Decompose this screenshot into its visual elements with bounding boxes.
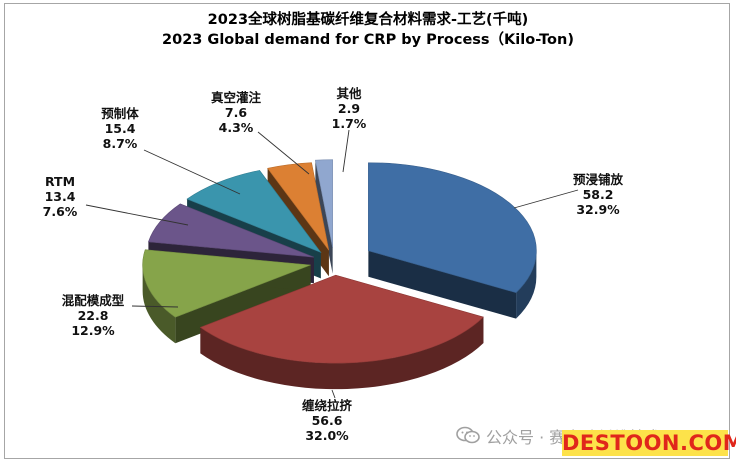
slice-0-outer-0 [516,250,537,319]
slice-0-top [368,162,537,293]
chart-title: 2023全球树脂基碳纤维复合材料需求-工艺(千吨) [207,12,529,28]
slice-label-4: 预制体 15.4 8.7% [60,106,180,151]
slice-percent-0: 32.9% [576,202,620,217]
slice-value-1: 56.6 [311,413,343,428]
slice-label-1: 缠绕拉挤 56.6 32.0% [267,398,387,443]
slice-value-4: 15.4 [104,121,136,136]
slice-name-6: 其他 [336,86,362,101]
slice-6-wall-0 [315,160,333,274]
slice-label-6: 其他 2.9 1.7% [289,86,409,131]
slice-name-0: 预浸铺放 [572,172,623,187]
slice-percent-1: 32.0% [305,428,349,443]
slice-2-outer-0 [142,265,176,344]
slice-name-4: 预制体 [101,106,139,121]
leader-line-5 [257,131,310,175]
leader-line-6 [342,129,350,173]
slice-value-3: 13.4 [44,189,76,204]
slice-value-5: 7.6 [224,105,248,120]
slice-2-top [142,249,311,318]
slice-percent-5: 4.3% [218,120,254,135]
logo-suffix: .COM [680,431,736,455]
leader-line-3 [85,204,189,226]
slice-value-0: 58.2 [582,187,614,202]
slice-name-3: RTM [44,174,76,189]
logo-main: DESTOON [562,431,681,455]
slice-value-2: 22.8 [77,308,109,323]
leader-line-1 [331,389,336,399]
slice-percent-2: 12.9% [71,323,115,338]
destoon-logo: DESTOON.COM [562,430,736,456]
leader-line-4 [143,149,241,195]
slice-label-0: 预浸铺放 58.2 32.9% [538,172,658,217]
slice-percent-4: 8.7% [102,136,138,151]
slice-4-top [186,170,322,254]
slice-5-top [267,162,330,251]
leader-line-0 [513,189,579,209]
slice-label-5: 真空灌注 7.6 4.3% [176,90,296,135]
slice-6-top [315,159,333,248]
slice-label-3: RTM 13.4 7.6% [0,174,120,219]
slice-percent-6: 1.7% [331,116,367,131]
slice-name-1: 缠绕拉挤 [301,398,352,413]
slice-name-5: 真空灌注 [210,90,261,105]
wechat-icon [456,426,480,444]
slice-percent-3: 7.6% [42,204,78,219]
chart-subtitle: 2023 Global demand for CRP by Process（Ki… [162,32,574,48]
slice-3-top [148,203,314,258]
slice-name-2: 混配模成型 [61,293,125,308]
leader-line-2 [131,305,179,308]
leader-lines [85,129,579,399]
pie-tops [142,159,537,364]
slice-value-6: 2.9 [337,101,361,116]
slice-1-outer-0 [200,317,484,390]
slice-0-wall-1 [368,250,517,319]
slice-label-2: 混配模成型 22.8 12.9% [33,293,153,338]
slice-1-top [199,274,484,364]
